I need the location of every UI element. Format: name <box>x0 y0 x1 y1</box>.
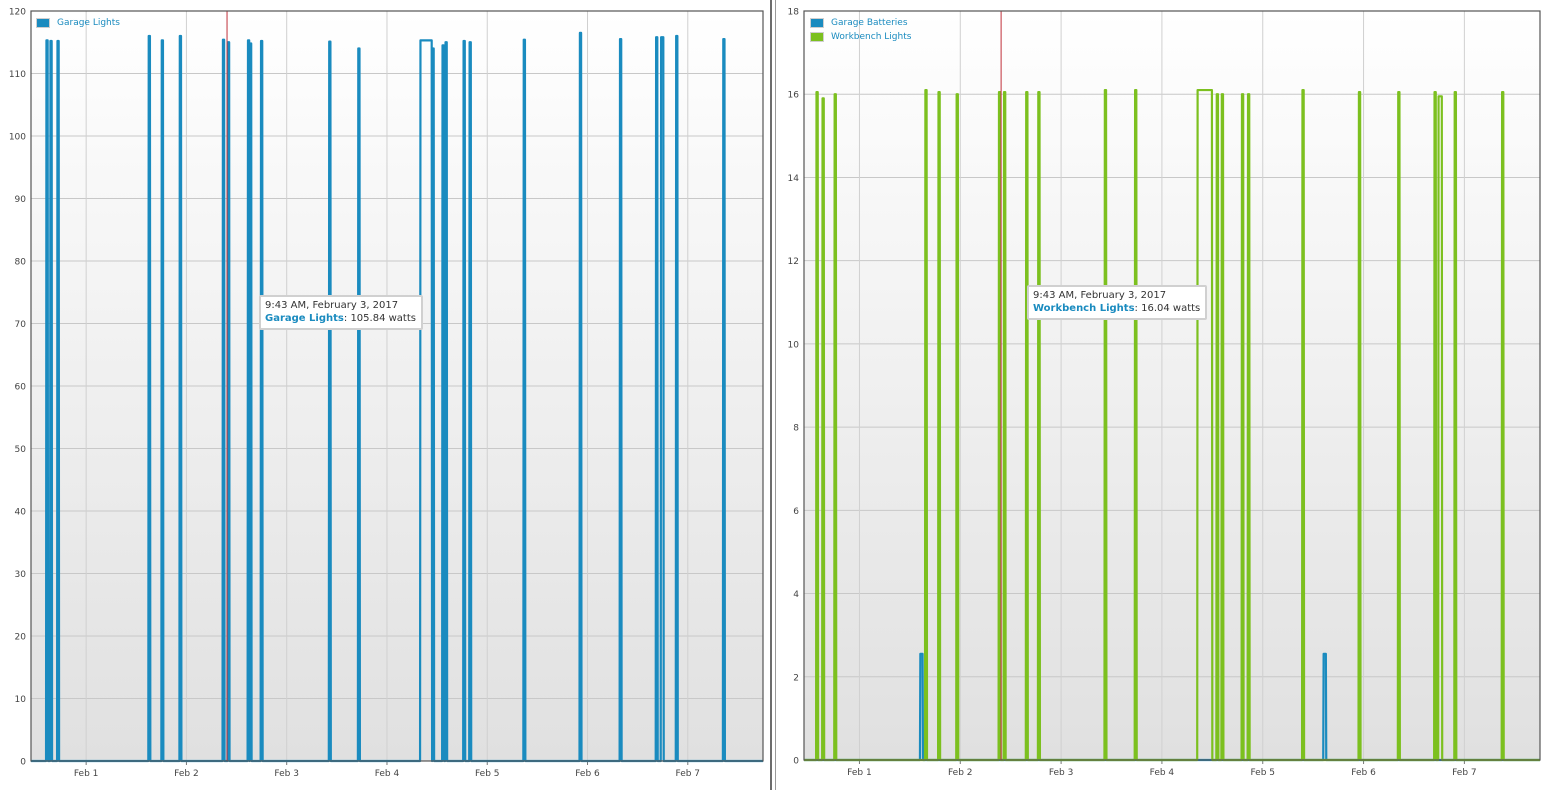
legend-label: Workbench Lights <box>831 32 912 42</box>
y-tick-label: 120 <box>9 8 26 18</box>
x-tick-label: Feb 5 <box>1250 768 1275 778</box>
chart-svg[interactable]: 0 2 4 6 8 10 12 14 16 18 Feb 1 Feb 2 Feb 3 Feb 4 Feb 5… <box>776 0 1553 790</box>
chart-panel-garage-lights: 0 10 20 30 40 50 60 70 80 90 100 110 120 Feb 1 Feb 2 Fe… <box>0 0 772 790</box>
tooltip: 9:43 AM, February 3, 2017 Garage Lights:… <box>259 295 423 330</box>
tooltip-value: 105.84 watts <box>350 313 416 324</box>
legend-item-workbench-lights[interactable]: Workbench Lights <box>810 30 911 44</box>
x-tick-label: Feb 1 <box>74 769 99 779</box>
y-tick-label: 16 <box>788 91 800 101</box>
x-tick-label: Feb 5 <box>475 769 500 779</box>
x-tick-label: Feb 7 <box>1452 768 1477 778</box>
x-tick-label: Feb 1 <box>847 768 872 778</box>
x-tick-label: Feb 3 <box>274 769 299 779</box>
x-tick-label: Feb 6 <box>575 769 600 779</box>
y-tick-label: 6 <box>793 507 799 517</box>
tooltip-colon: : <box>343 313 351 324</box>
legend: Garage Batteries Workbench Lights <box>810 16 911 44</box>
legend-item-garage-batteries[interactable]: Garage Batteries <box>810 16 911 30</box>
x-tick-label: Feb 2 <box>948 768 973 778</box>
tooltip-series-name: Workbench Lights <box>1033 303 1135 314</box>
y-tick-label: 0 <box>20 758 26 768</box>
y-tick-label: 100 <box>9 133 26 143</box>
y-tick-label: 8 <box>793 424 799 434</box>
y-tick-label: 12 <box>788 257 799 267</box>
y-tick-label: 4 <box>793 590 799 600</box>
tooltip-value-line: Workbench Lights: 16.04 watts <box>1033 302 1200 315</box>
plot-area <box>804 11 1540 760</box>
y-tick-label: 0 <box>793 757 799 767</box>
y-tick-label: 2 <box>793 673 799 683</box>
plot-border <box>803 10 1541 761</box>
legend-swatch <box>36 18 50 28</box>
legend: Garage Lights <box>36 16 120 30</box>
tooltip-time: 9:43 AM, February 3, 2017 <box>265 300 399 311</box>
tooltip-value-line: Garage Lights: 105.84 watts <box>265 312 416 325</box>
y-tick-label: 40 <box>15 508 27 518</box>
x-tick-label: Feb 3 <box>1049 768 1074 778</box>
legend-label: Garage Lights <box>57 18 120 28</box>
chart-svg[interactable]: 0 10 20 30 40 50 60 70 80 90 100 110 120 Feb 1 Feb 2 Fe… <box>0 0 770 790</box>
y-tick-label: 90 <box>15 195 27 205</box>
y-tick-label: 10 <box>15 695 27 705</box>
legend-swatch <box>810 18 824 28</box>
x-tick-label: Feb 2 <box>174 769 199 779</box>
tooltip-colon: : <box>1134 303 1142 314</box>
legend-item-garage-lights[interactable]: Garage Lights <box>36 16 120 30</box>
x-tick-label: Feb 7 <box>676 769 701 779</box>
y-tick-label: 110 <box>9 70 26 80</box>
tooltip-series-name: Garage Lights <box>265 313 344 324</box>
y-tick-label: 50 <box>15 445 27 455</box>
plot-border <box>30 10 764 762</box>
legend-label: Garage Batteries <box>831 18 908 28</box>
y-tick-label: 14 <box>788 174 800 184</box>
y-tick-label: 80 <box>15 258 27 268</box>
x-tick-label: Feb 6 <box>1351 768 1376 778</box>
x-tick-label: Feb 4 <box>1150 768 1175 778</box>
y-tick-label: 10 <box>788 340 800 350</box>
y-tick-label: 30 <box>15 570 27 580</box>
x-tick-label: Feb 4 <box>375 769 400 779</box>
y-tick-label: 20 <box>15 633 27 643</box>
tooltip: 9:43 AM, February 3, 2017 Workbench Ligh… <box>1027 285 1208 320</box>
y-tick-label: 70 <box>15 320 27 330</box>
y-tick-label: 60 <box>15 383 27 393</box>
chart-panel-batteries-workbench: 0 2 4 6 8 10 12 14 16 18 Feb 1 Feb 2 Feb 3 Feb 4 Feb 5… <box>775 0 1553 790</box>
legend-swatch <box>810 32 824 42</box>
y-tick-label: 18 <box>788 8 800 18</box>
tooltip-value: 16.04 watts <box>1141 303 1201 314</box>
tooltip-time: 9:43 AM, February 3, 2017 <box>1033 290 1167 301</box>
